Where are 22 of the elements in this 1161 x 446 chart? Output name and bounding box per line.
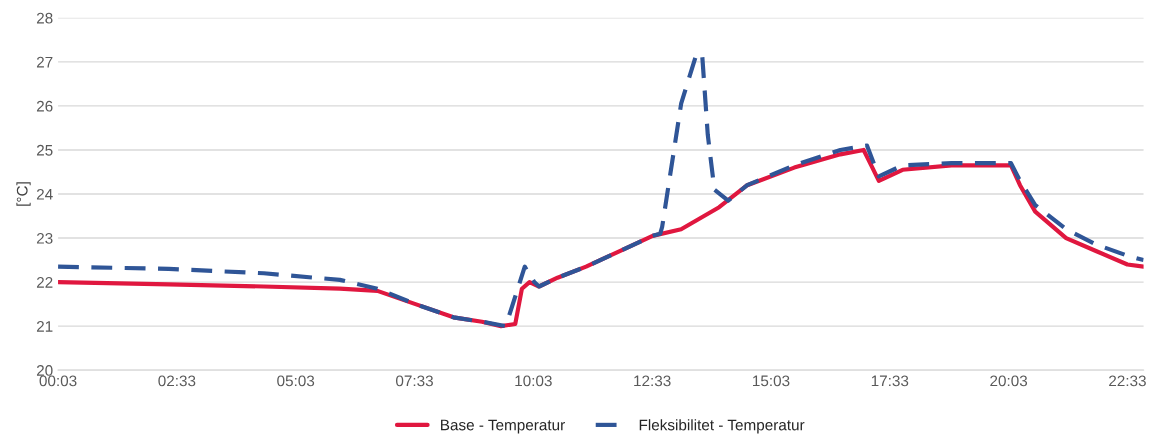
x-tick-label: 10:03 xyxy=(515,375,552,387)
y-tick-label: 22 xyxy=(36,276,53,288)
legend-label: Fleksibilitet - Temperatur xyxy=(639,419,805,434)
x-tick-label: 22:33 xyxy=(1109,375,1146,387)
y-axis-title: [°C] xyxy=(16,182,31,206)
y-tick-label: 25 xyxy=(36,144,53,156)
y-tick-label: 27 xyxy=(36,56,53,68)
y-tick-label: 23 xyxy=(36,232,53,244)
y-tick-label: 26 xyxy=(36,100,53,112)
x-tick-label: 12:33 xyxy=(634,375,671,387)
y-tick-label: 28 xyxy=(36,12,53,24)
x-tick-label: 05:03 xyxy=(277,375,315,387)
y-tick-label: 20 xyxy=(36,365,53,376)
x-tick-label: 07:33 xyxy=(395,375,433,387)
x-tick-label: 00:03 xyxy=(39,375,77,387)
x-tick-label: 20:03 xyxy=(990,375,1028,387)
legend-label: Base - Temperatur xyxy=(441,419,565,434)
y-tick-label: 24 xyxy=(36,188,53,200)
y-tick-label: 21 xyxy=(36,321,53,332)
x-tick-label: 17:33 xyxy=(871,375,909,387)
x-tick-label: 15:03 xyxy=(753,375,790,387)
x-tick-label: 02:33 xyxy=(158,375,196,387)
